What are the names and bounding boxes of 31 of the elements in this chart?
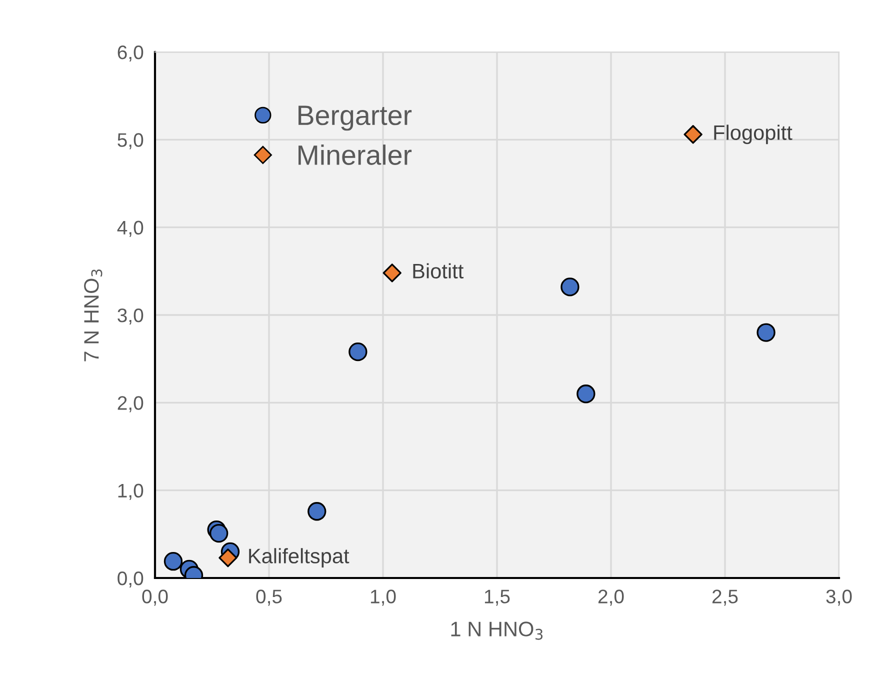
y-tick-label: 6,0 bbox=[118, 45, 144, 62]
x-tick-label: 1,5 bbox=[484, 590, 510, 606]
y-tick-label: 1,0 bbox=[118, 484, 144, 500]
annotation: Flogopitt bbox=[714, 124, 792, 144]
point bbox=[308, 502, 326, 521]
legend-label: Bergarter bbox=[298, 106, 412, 131]
y-tick-label: 3,0 bbox=[118, 308, 144, 325]
x-tick-label: 2,0 bbox=[598, 590, 624, 606]
y-tick-label: 0,0 bbox=[118, 571, 144, 588]
point bbox=[756, 323, 776, 342]
x-tick-label: 0,0 bbox=[142, 590, 168, 606]
point bbox=[348, 342, 368, 362]
point bbox=[684, 125, 702, 144]
point bbox=[560, 278, 580, 296]
annotation: Kalifeltspat bbox=[249, 548, 350, 568]
y-tick-label: 2,0 bbox=[118, 396, 144, 412]
x-tick-label: 0,5 bbox=[256, 590, 282, 606]
x-tick-label: 2,5 bbox=[712, 590, 738, 606]
point bbox=[210, 524, 228, 543]
point bbox=[164, 552, 183, 571]
y-axis-title: 7 N HNO$_{3}$ bbox=[84, 269, 102, 362]
x-tick-label: 1,0 bbox=[370, 590, 396, 606]
point bbox=[382, 264, 402, 282]
point bbox=[576, 384, 596, 404]
y-tick-label: 5,0 bbox=[118, 133, 144, 150]
point bbox=[218, 548, 238, 568]
legend-label: Mineraler bbox=[298, 144, 412, 165]
x-tick-label: 3,0 bbox=[826, 590, 852, 606]
x-axis-title: 1 N HNO$_{3}$ bbox=[451, 622, 543, 640]
annotation: Biotitt bbox=[413, 263, 464, 279]
y-tick-label: 4,0 bbox=[117, 220, 144, 237]
